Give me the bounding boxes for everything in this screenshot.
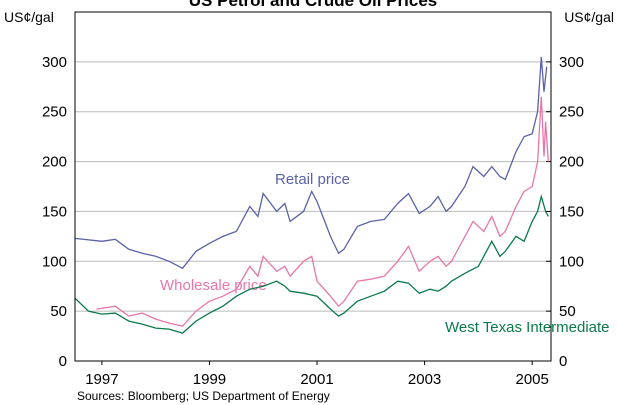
- series-label: Wholesale price: [160, 277, 267, 294]
- x-tick-label: 1997: [85, 371, 118, 388]
- y-tick-label: 150: [42, 203, 67, 220]
- y2-axis-label: US¢/gal: [564, 9, 614, 25]
- y-tick-label: 200: [42, 154, 67, 171]
- y2-tick-label: 50: [559, 303, 576, 320]
- y2-tick-label: 100: [559, 253, 584, 270]
- y-axis-label: US¢/gal: [4, 9, 54, 25]
- x-tick-label: 2003: [408, 371, 441, 388]
- source-note: Sources: Bloomberg; US Department of Ene…: [77, 389, 330, 403]
- series-line: [74, 193, 549, 334]
- x-tick-label: 1999: [193, 371, 226, 388]
- y-tick-label: 250: [42, 104, 67, 121]
- plot-frame: [74, 11, 552, 362]
- y2-tick-label: 300: [559, 54, 584, 71]
- y2-tick-label: 250: [559, 104, 584, 121]
- y2-tick-label: 200: [559, 154, 584, 171]
- x-tick-label: 2001: [300, 371, 333, 388]
- series-label: West Texas Intermediate: [445, 319, 610, 336]
- chart-title: US Petrol and Crude Oil Prices: [189, 0, 437, 10]
- y-tick-label: 300: [42, 54, 67, 71]
- series-line: [96, 96, 549, 327]
- y-tick-label: 100: [42, 253, 67, 270]
- series-line: [74, 56, 548, 270]
- y2-tick-label: 0: [559, 353, 567, 370]
- y-tick-label: 0: [59, 353, 67, 370]
- y2-tick-label: 150: [559, 203, 584, 220]
- y-tick-label: 50: [50, 303, 67, 320]
- x-tick-label: 2005: [515, 371, 548, 388]
- series-label: Retail price: [275, 171, 350, 188]
